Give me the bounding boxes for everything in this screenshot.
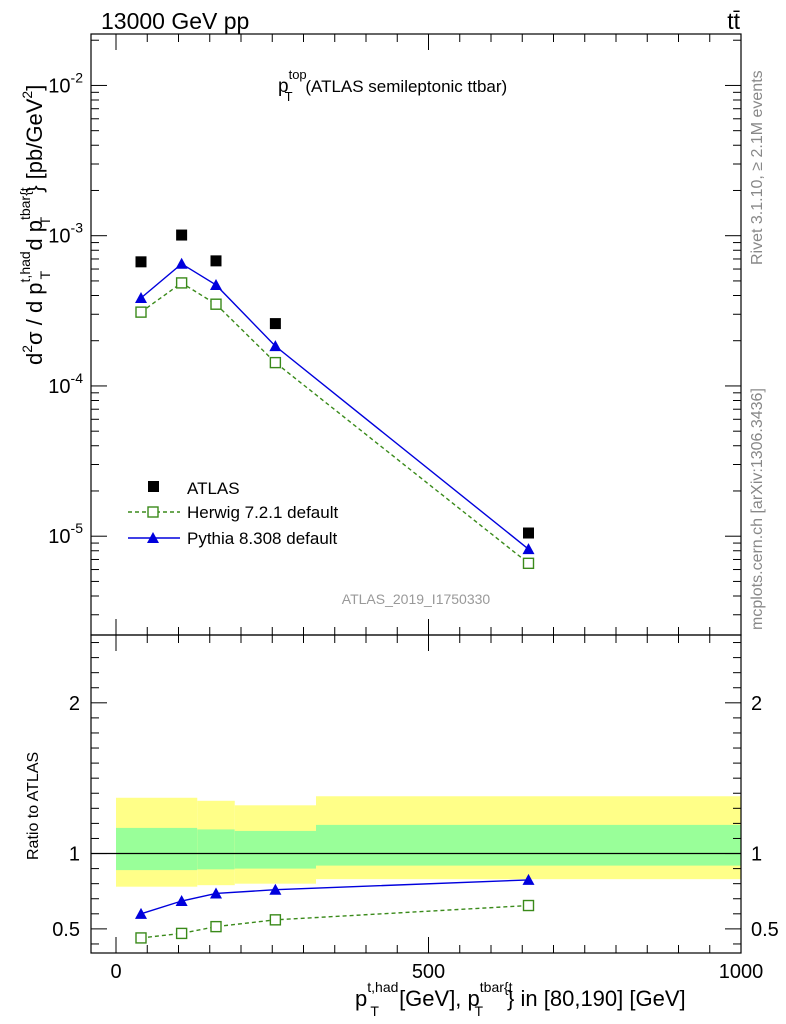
atlas-uncertainty-band-inner bbox=[197, 829, 235, 870]
pythia-point bbox=[522, 543, 535, 555]
herwig-point bbox=[175, 277, 188, 289]
atlas-point bbox=[269, 318, 281, 330]
main-title: ptop T (ATLAS semileptonic ttbar) bbox=[278, 67, 507, 104]
process-label: tt̄ bbox=[727, 8, 740, 34]
legend-atlas-label: ATLAS bbox=[187, 479, 240, 498]
atlas-point bbox=[176, 229, 188, 241]
legend-pythia-marker bbox=[147, 532, 159, 543]
analysis-id: ATLAS_2019_I1750330 bbox=[342, 591, 491, 607]
main-y-tick-label: 10-2 bbox=[48, 69, 83, 97]
pythia-point bbox=[269, 340, 282, 352]
pythia-ratio-point bbox=[135, 907, 147, 919]
ratio-y-tick-label-right: 0.5 bbox=[751, 919, 779, 941]
herwig-point bbox=[210, 298, 222, 310]
x-tick-label: 500 bbox=[412, 961, 445, 983]
pythia-ratio-point bbox=[210, 887, 222, 899]
atlas-uncertainty-band-inner bbox=[116, 827, 198, 871]
herwig-ratio-point bbox=[522, 899, 535, 912]
mcplots-label: mcplots.cern.ch [arXiv:1306.3436] bbox=[749, 388, 766, 630]
ratio-y-tick-label-left: 2 bbox=[69, 693, 80, 715]
ratio-y-tick-label-left: 1 bbox=[69, 844, 80, 866]
x-tick-label: 0 bbox=[110, 961, 121, 983]
pythia-point bbox=[135, 291, 147, 303]
main-y-tick-label: 10-5 bbox=[48, 520, 83, 548]
herwig-point bbox=[135, 306, 147, 318]
ratio-y-axis-label: Ratio to ATLAS bbox=[25, 752, 42, 860]
herwig-ratio-point bbox=[210, 920, 222, 933]
atlas-uncertainty-band-inner bbox=[234, 830, 316, 869]
legend-pythia-label: Pythia 8.308 default bbox=[187, 529, 338, 548]
herwig-ratio-point bbox=[135, 932, 147, 944]
atlas-point bbox=[210, 255, 222, 267]
atlas-point bbox=[523, 527, 534, 539]
herwig-point bbox=[522, 557, 535, 570]
main-y-tick-label: 10-4 bbox=[48, 370, 83, 398]
pythia-point bbox=[210, 278, 222, 290]
atlas-point bbox=[135, 256, 147, 268]
ratio-y-tick-label-right: 1 bbox=[751, 844, 762, 866]
ratio-plot-frame bbox=[90, 634, 742, 954]
herwig-ratio-point bbox=[269, 914, 282, 926]
ratio-y-tick-label-right: 2 bbox=[751, 693, 762, 715]
x-tick-label: 1000 bbox=[719, 961, 764, 983]
herwig-ratio-line bbox=[140, 904, 529, 939]
herwig-ratio-point bbox=[175, 927, 188, 940]
legend: ATLAS Herwig 7.2.1 default Pythia 8.308 … bbox=[128, 479, 338, 548]
atlas-uncertainty-band-inner bbox=[316, 824, 741, 866]
legend-herwig-marker bbox=[147, 506, 159, 518]
energy-label: 13000 GeV pp bbox=[101, 8, 249, 34]
herwig-point bbox=[269, 356, 282, 369]
pythia-ratio-point bbox=[522, 873, 535, 885]
herwig-series-line bbox=[140, 282, 529, 564]
pythia-point bbox=[175, 257, 188, 269]
x-axis-label: pt,had T [GeV], ptbar{t T} in [80,190] [Ge… bbox=[355, 979, 686, 1019]
legend-atlas-marker bbox=[148, 481, 159, 492]
legend-herwig-label: Herwig 7.2.1 default bbox=[187, 503, 338, 522]
rivet-label: Rivet 3.1.10, ≥ 2.1M events bbox=[749, 70, 766, 265]
main-y-axis-label: d2σ / d pt,had T d ptbar{tT} [pb/GeV2] bbox=[17, 85, 53, 365]
main-y-tick-label: 10-3 bbox=[48, 220, 83, 248]
ratio-y-tick-label-left: 0.5 bbox=[52, 919, 80, 941]
pythia-ratio-point bbox=[269, 883, 282, 895]
pythia-ratio-point bbox=[175, 895, 188, 907]
